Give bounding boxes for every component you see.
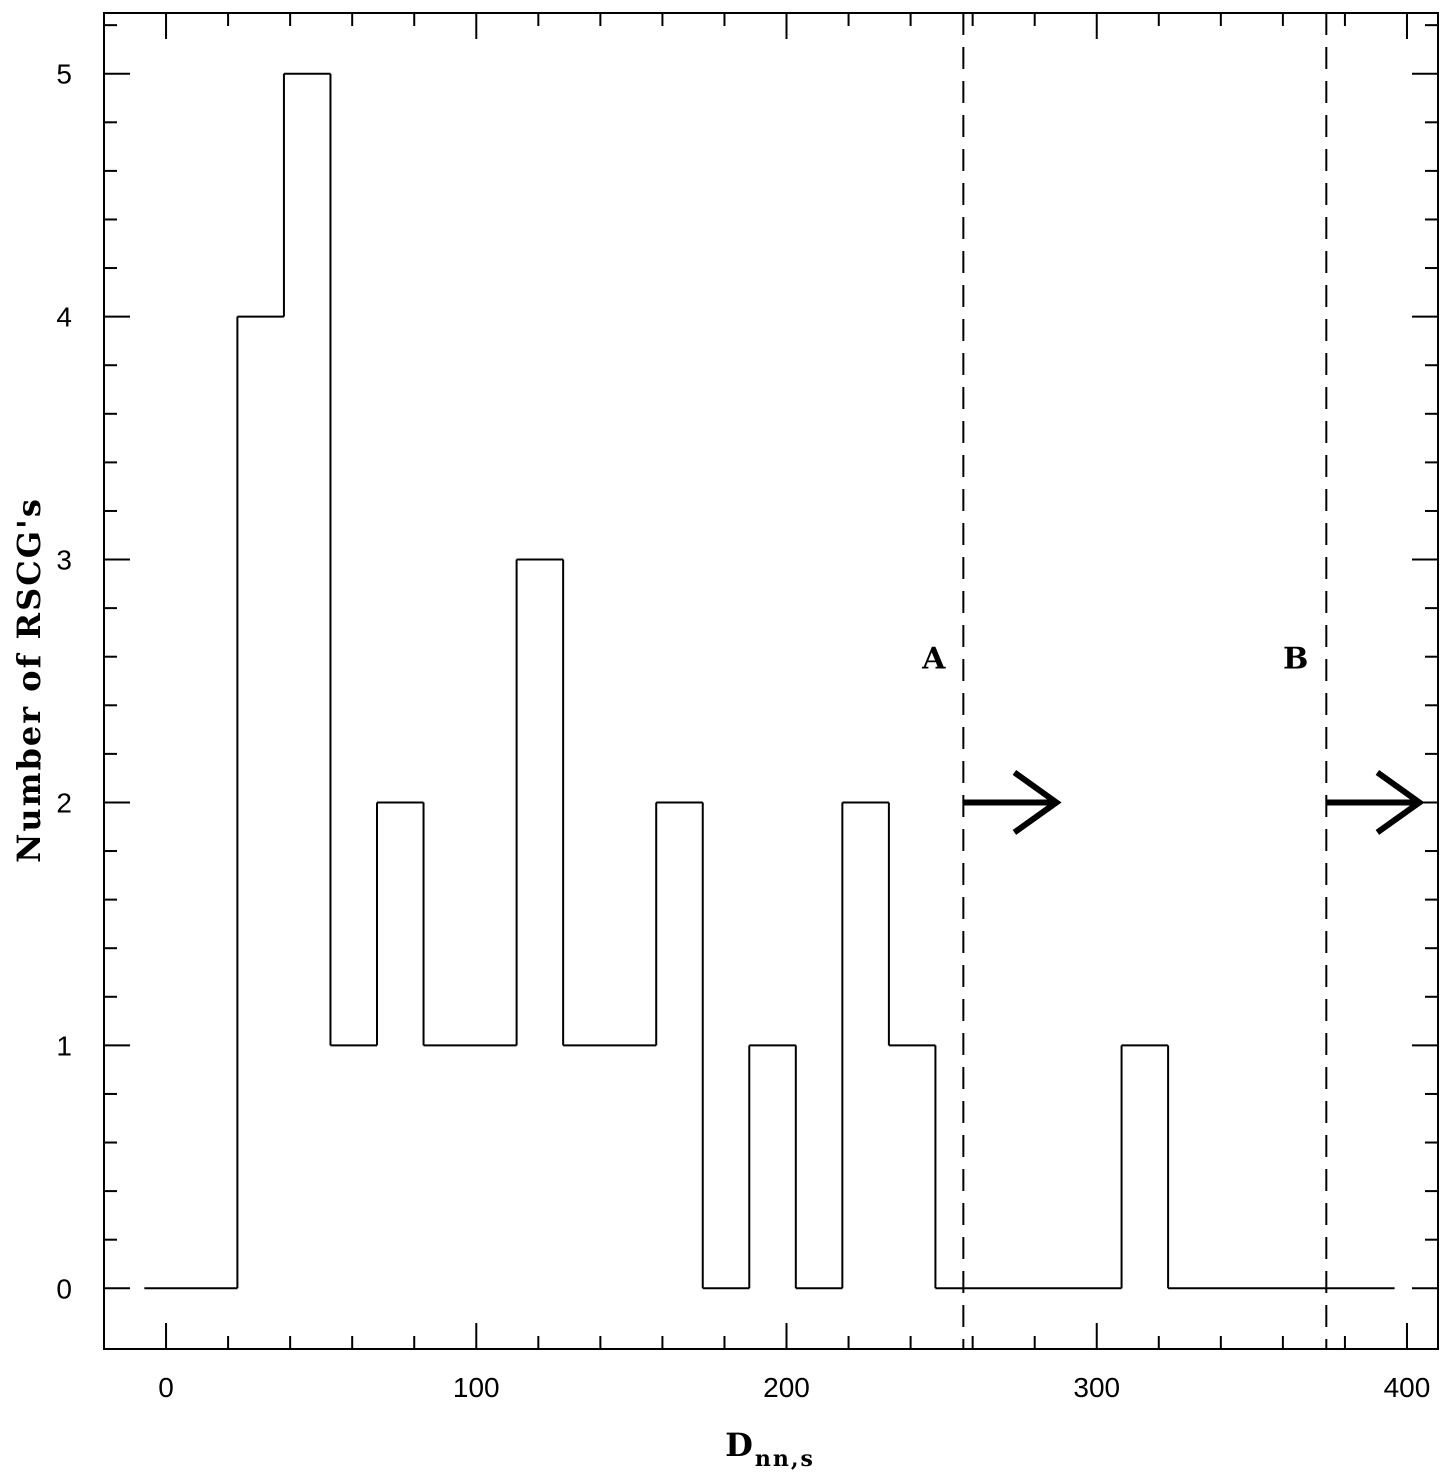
y-tick-label: 4	[56, 302, 72, 333]
arrow-head-icon	[1375, 770, 1425, 835]
y-tick-label: 1	[56, 1030, 72, 1061]
y-tick-labels: 0 1 2 3 4 5	[56, 59, 72, 1305]
y-tick-label: 2	[56, 787, 72, 818]
x-tick-label: 0	[158, 1372, 174, 1403]
arrow-head-icon	[1012, 770, 1062, 835]
threshold-label: B	[1283, 642, 1308, 677]
y-tick-label: 0	[56, 1273, 72, 1304]
x-tick-label: 400	[1384, 1372, 1431, 1403]
y-tick-label: 3	[56, 545, 72, 576]
x-tick-label: 100	[453, 1372, 500, 1403]
y-tick-label: 5	[56, 59, 72, 90]
plot-frame	[103, 12, 1439, 1350]
x-tick-labels: 0 100 200 300 400	[158, 1372, 1430, 1403]
x-axis-title: Dnn,s	[725, 1426, 815, 1472]
threshold-label: A	[921, 642, 946, 677]
histogram-bars	[144, 72, 1395, 1290]
x-tick-label: 200	[763, 1372, 810, 1403]
x-tick-label: 300	[1073, 1372, 1120, 1403]
axis-ticks	[104, 13, 1438, 1349]
y-axis-title: Number of RSCG's	[10, 497, 48, 863]
